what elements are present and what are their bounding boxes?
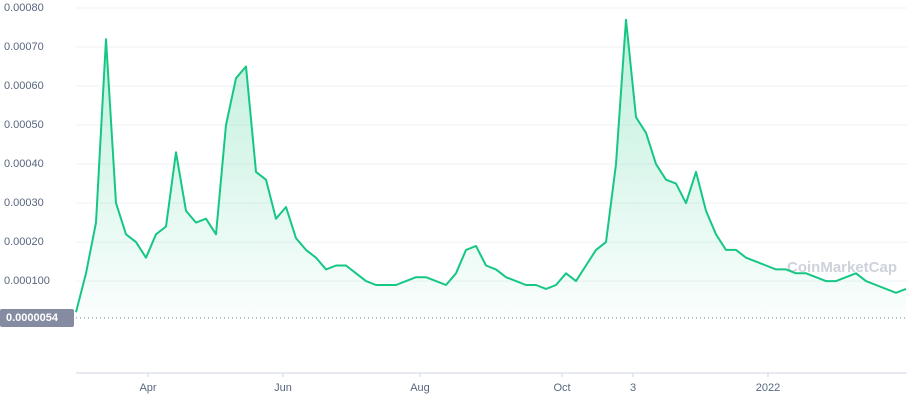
x-tick-label: Jun <box>274 382 292 394</box>
x-tick-label: 3 <box>630 382 636 394</box>
y-tick-label: 0.00040 <box>4 158 44 170</box>
y-tick-label: 0.000100 <box>4 275 50 287</box>
watermark: CoinMarketCap <box>787 259 897 276</box>
price-line <box>75 18 907 313</box>
reference-label: 0.0000054 <box>6 312 59 324</box>
x-tick-label: Apr <box>139 382 156 394</box>
x-tick-label: Oct <box>553 382 570 394</box>
y-tick-label: 0.00060 <box>4 80 44 92</box>
x-tick-label: Aug <box>410 382 430 394</box>
y-tick-label: 0.00050 <box>4 119 44 131</box>
x-tick-label: 2022 <box>756 382 780 394</box>
y-tick-label: 0.00030 <box>4 197 44 209</box>
y-tick-label: 0.00020 <box>4 236 44 248</box>
y-tick-label: 0.00080 <box>4 2 44 14</box>
reference-label-box <box>0 309 74 327</box>
y-tick-label: 0.00070 <box>4 41 44 53</box>
area-fill <box>76 19 906 318</box>
